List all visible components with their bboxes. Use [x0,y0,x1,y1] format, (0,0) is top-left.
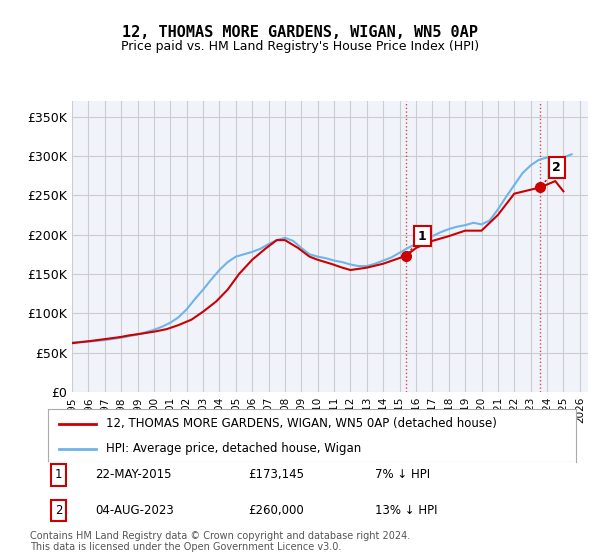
Text: Contains HM Land Registry data © Crown copyright and database right 2024.: Contains HM Land Registry data © Crown c… [30,531,410,541]
Text: HPI: Average price, detached house, Wigan: HPI: Average price, detached house, Wiga… [106,442,361,455]
Text: 04-AUG-2023: 04-AUG-2023 [95,504,174,517]
Text: 13% ↓ HPI: 13% ↓ HPI [376,504,438,517]
Text: 12, THOMAS MORE GARDENS, WIGAN, WN5 0AP: 12, THOMAS MORE GARDENS, WIGAN, WN5 0AP [122,25,478,40]
Text: 2: 2 [55,504,62,517]
Text: 12, THOMAS MORE GARDENS, WIGAN, WN5 0AP (detached house): 12, THOMAS MORE GARDENS, WIGAN, WN5 0AP … [106,417,497,430]
Text: 1: 1 [55,468,62,482]
Text: 1: 1 [408,230,427,254]
Text: Price paid vs. HM Land Registry's House Price Index (HPI): Price paid vs. HM Land Registry's House … [121,40,479,53]
Text: 2: 2 [542,161,561,185]
Text: £260,000: £260,000 [248,504,304,517]
Text: 7% ↓ HPI: 7% ↓ HPI [376,468,430,482]
Text: This data is licensed under the Open Government Licence v3.0.: This data is licensed under the Open Gov… [30,542,341,552]
Text: £173,145: £173,145 [248,468,305,482]
Text: 22-MAY-2015: 22-MAY-2015 [95,468,172,482]
